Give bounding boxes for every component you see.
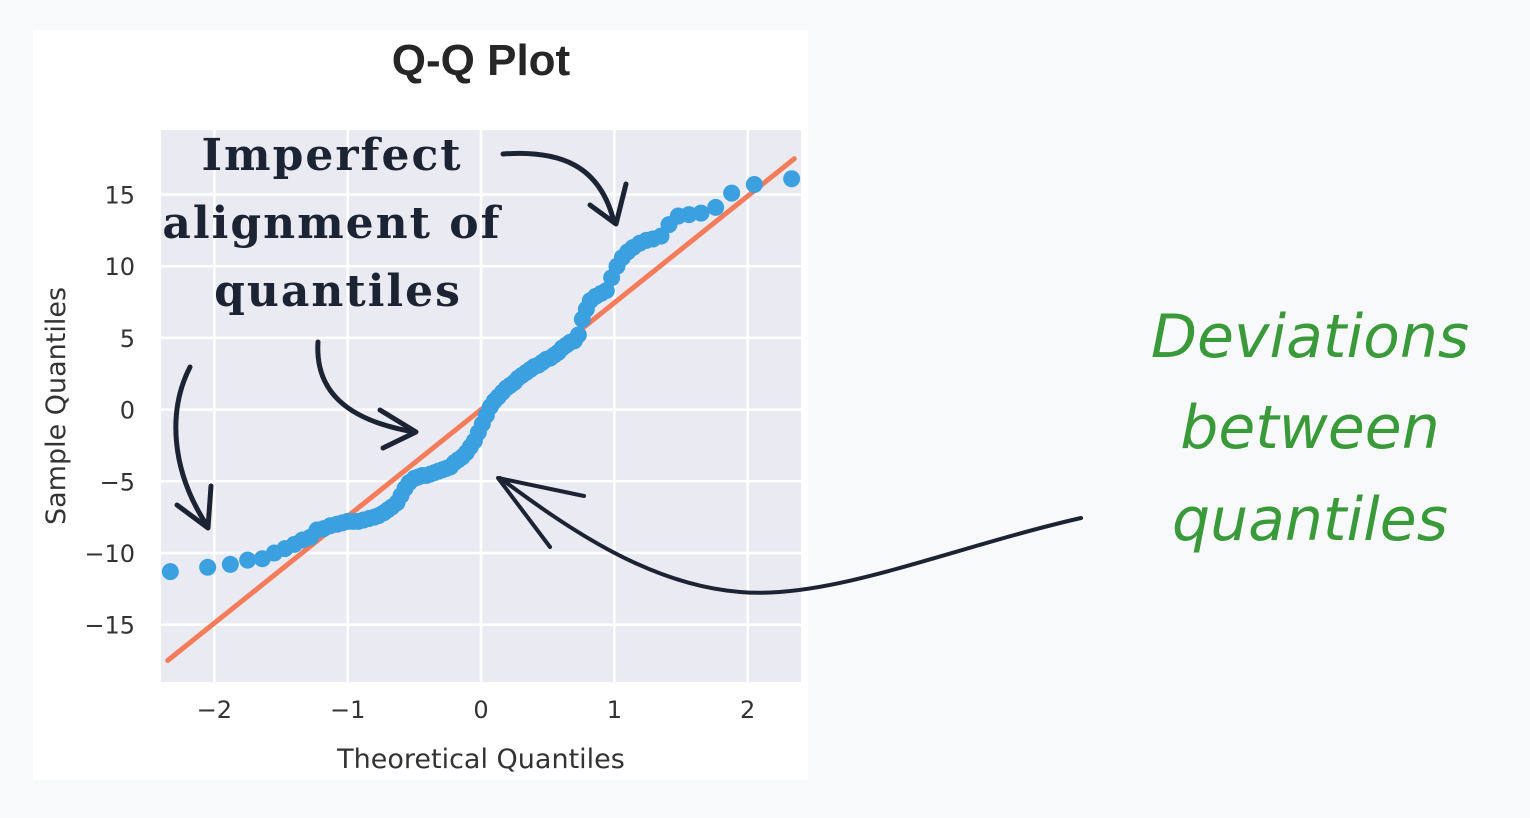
x-tick-label: 0	[473, 696, 488, 724]
data-point	[692, 204, 710, 222]
y-tick-label: 15	[104, 182, 135, 210]
y-tick-label: 5	[120, 325, 135, 353]
data-point	[783, 170, 801, 188]
y-tick-label: 10	[104, 253, 135, 281]
side-note-line-3: quantiles	[1172, 485, 1448, 555]
chart-title: Q-Q Plot	[392, 36, 571, 85]
data-point	[745, 175, 763, 193]
y-axis-label: Sample Quantiles	[41, 287, 72, 525]
x-axis-label: Theoretical Quantiles	[336, 744, 625, 775]
data-point	[199, 558, 217, 576]
data-point	[239, 551, 257, 569]
side-note-line-2: between	[1180, 393, 1439, 463]
y-tick-label: −15	[84, 612, 135, 640]
y-tick-label: −5	[100, 468, 135, 496]
chart-card: Q-Q Plot −2 −1 0 1 2 −15 −10 −5 0 5 10 15 Theoreti…	[33, 30, 808, 780]
x-tick-label: −2	[197, 696, 232, 724]
y-tick-label: −10	[84, 540, 135, 568]
data-point	[723, 184, 741, 202]
x-tick-label: −1	[330, 696, 365, 724]
x-tick-label: 1	[607, 696, 622, 724]
data-point	[569, 326, 587, 344]
data-point	[221, 555, 239, 573]
data-point	[597, 282, 615, 300]
y-tick-label: 0	[120, 397, 135, 425]
data-point	[707, 198, 725, 216]
x-tick-label: 2	[740, 696, 755, 724]
right-annotation: Deviations between quantiles	[1151, 302, 1469, 555]
side-note-line-1: Deviations	[1151, 302, 1469, 372]
data-point	[161, 563, 179, 581]
